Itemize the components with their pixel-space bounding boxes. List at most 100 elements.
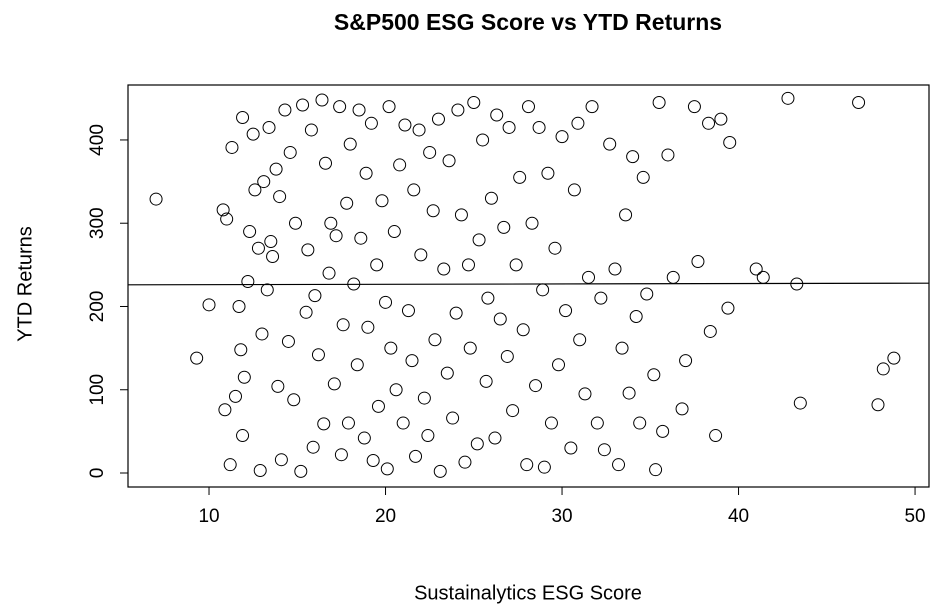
point xyxy=(781,91,795,105)
point xyxy=(271,379,285,393)
point xyxy=(493,312,507,326)
point xyxy=(458,455,472,469)
point xyxy=(299,305,313,319)
point xyxy=(334,448,348,462)
point xyxy=(220,212,234,226)
point xyxy=(749,262,763,276)
point xyxy=(264,235,278,249)
x-tick-label: 40 xyxy=(728,506,749,527)
point xyxy=(333,100,347,114)
point xyxy=(248,183,262,197)
x-axis-label: Sustainalytics ESG Score xyxy=(414,582,642,604)
point xyxy=(649,463,663,477)
point xyxy=(361,320,375,334)
point xyxy=(371,399,385,413)
point xyxy=(359,166,373,180)
point xyxy=(442,154,456,168)
point xyxy=(262,120,276,134)
y-axis-label: YTD Returns xyxy=(14,226,36,342)
point xyxy=(317,417,331,431)
point xyxy=(278,103,292,117)
point xyxy=(544,416,558,430)
point xyxy=(218,403,232,417)
point xyxy=(470,437,484,451)
point xyxy=(756,270,770,284)
point xyxy=(661,148,675,162)
x-tick-label: 10 xyxy=(198,506,219,527)
y-tick-label: 100 xyxy=(87,374,108,406)
point xyxy=(409,449,423,463)
point xyxy=(597,443,611,457)
point xyxy=(509,258,523,272)
point xyxy=(536,283,550,297)
y-tick-label: 300 xyxy=(87,207,108,239)
point xyxy=(500,349,514,363)
point xyxy=(567,183,581,197)
point xyxy=(446,411,460,425)
point xyxy=(343,137,357,151)
point xyxy=(702,116,716,130)
point xyxy=(571,116,585,130)
point xyxy=(497,220,511,234)
y-tick-label: 400 xyxy=(87,124,108,156)
point xyxy=(387,225,401,239)
point xyxy=(451,103,465,117)
point xyxy=(412,123,426,137)
y-tick-label: 0 xyxy=(87,468,108,479)
point xyxy=(522,100,535,114)
point xyxy=(552,358,566,372)
x-tick-label: 30 xyxy=(551,506,572,527)
point xyxy=(656,424,670,438)
point xyxy=(640,287,654,301)
point xyxy=(520,458,534,472)
point xyxy=(488,431,502,445)
point xyxy=(306,440,320,454)
point xyxy=(289,216,303,230)
point xyxy=(709,429,723,443)
point xyxy=(274,453,288,467)
point xyxy=(476,133,490,147)
point xyxy=(585,100,599,114)
point xyxy=(555,130,569,144)
point xyxy=(315,93,329,107)
point xyxy=(283,145,297,159)
x-tick-label: 50 xyxy=(904,506,925,527)
point xyxy=(666,270,680,284)
point xyxy=(329,229,343,243)
point xyxy=(564,441,578,455)
point xyxy=(301,243,315,257)
point xyxy=(243,225,257,239)
point xyxy=(322,266,336,280)
plot-frame xyxy=(127,84,930,488)
point xyxy=(421,429,435,443)
point xyxy=(366,454,380,468)
point xyxy=(417,391,431,405)
point xyxy=(793,396,807,410)
point xyxy=(223,458,237,472)
point xyxy=(723,135,737,149)
point xyxy=(364,116,378,130)
point xyxy=(350,358,364,372)
point xyxy=(559,304,573,318)
point xyxy=(484,191,498,205)
point xyxy=(548,241,562,255)
point xyxy=(149,192,163,206)
point xyxy=(236,429,250,443)
point xyxy=(440,366,454,380)
point xyxy=(241,275,255,289)
point xyxy=(357,431,371,445)
point xyxy=(352,103,366,117)
point xyxy=(294,464,308,478)
point xyxy=(636,170,650,184)
point xyxy=(236,110,250,124)
chart-title: S&P500 ESG Score vs YTD Returns xyxy=(334,9,722,35)
point xyxy=(246,127,260,141)
point xyxy=(407,183,421,197)
point xyxy=(454,208,468,222)
point xyxy=(871,398,885,412)
point xyxy=(379,295,393,309)
point xyxy=(287,393,301,407)
point xyxy=(687,100,701,114)
point xyxy=(253,464,267,478)
point xyxy=(608,262,622,276)
